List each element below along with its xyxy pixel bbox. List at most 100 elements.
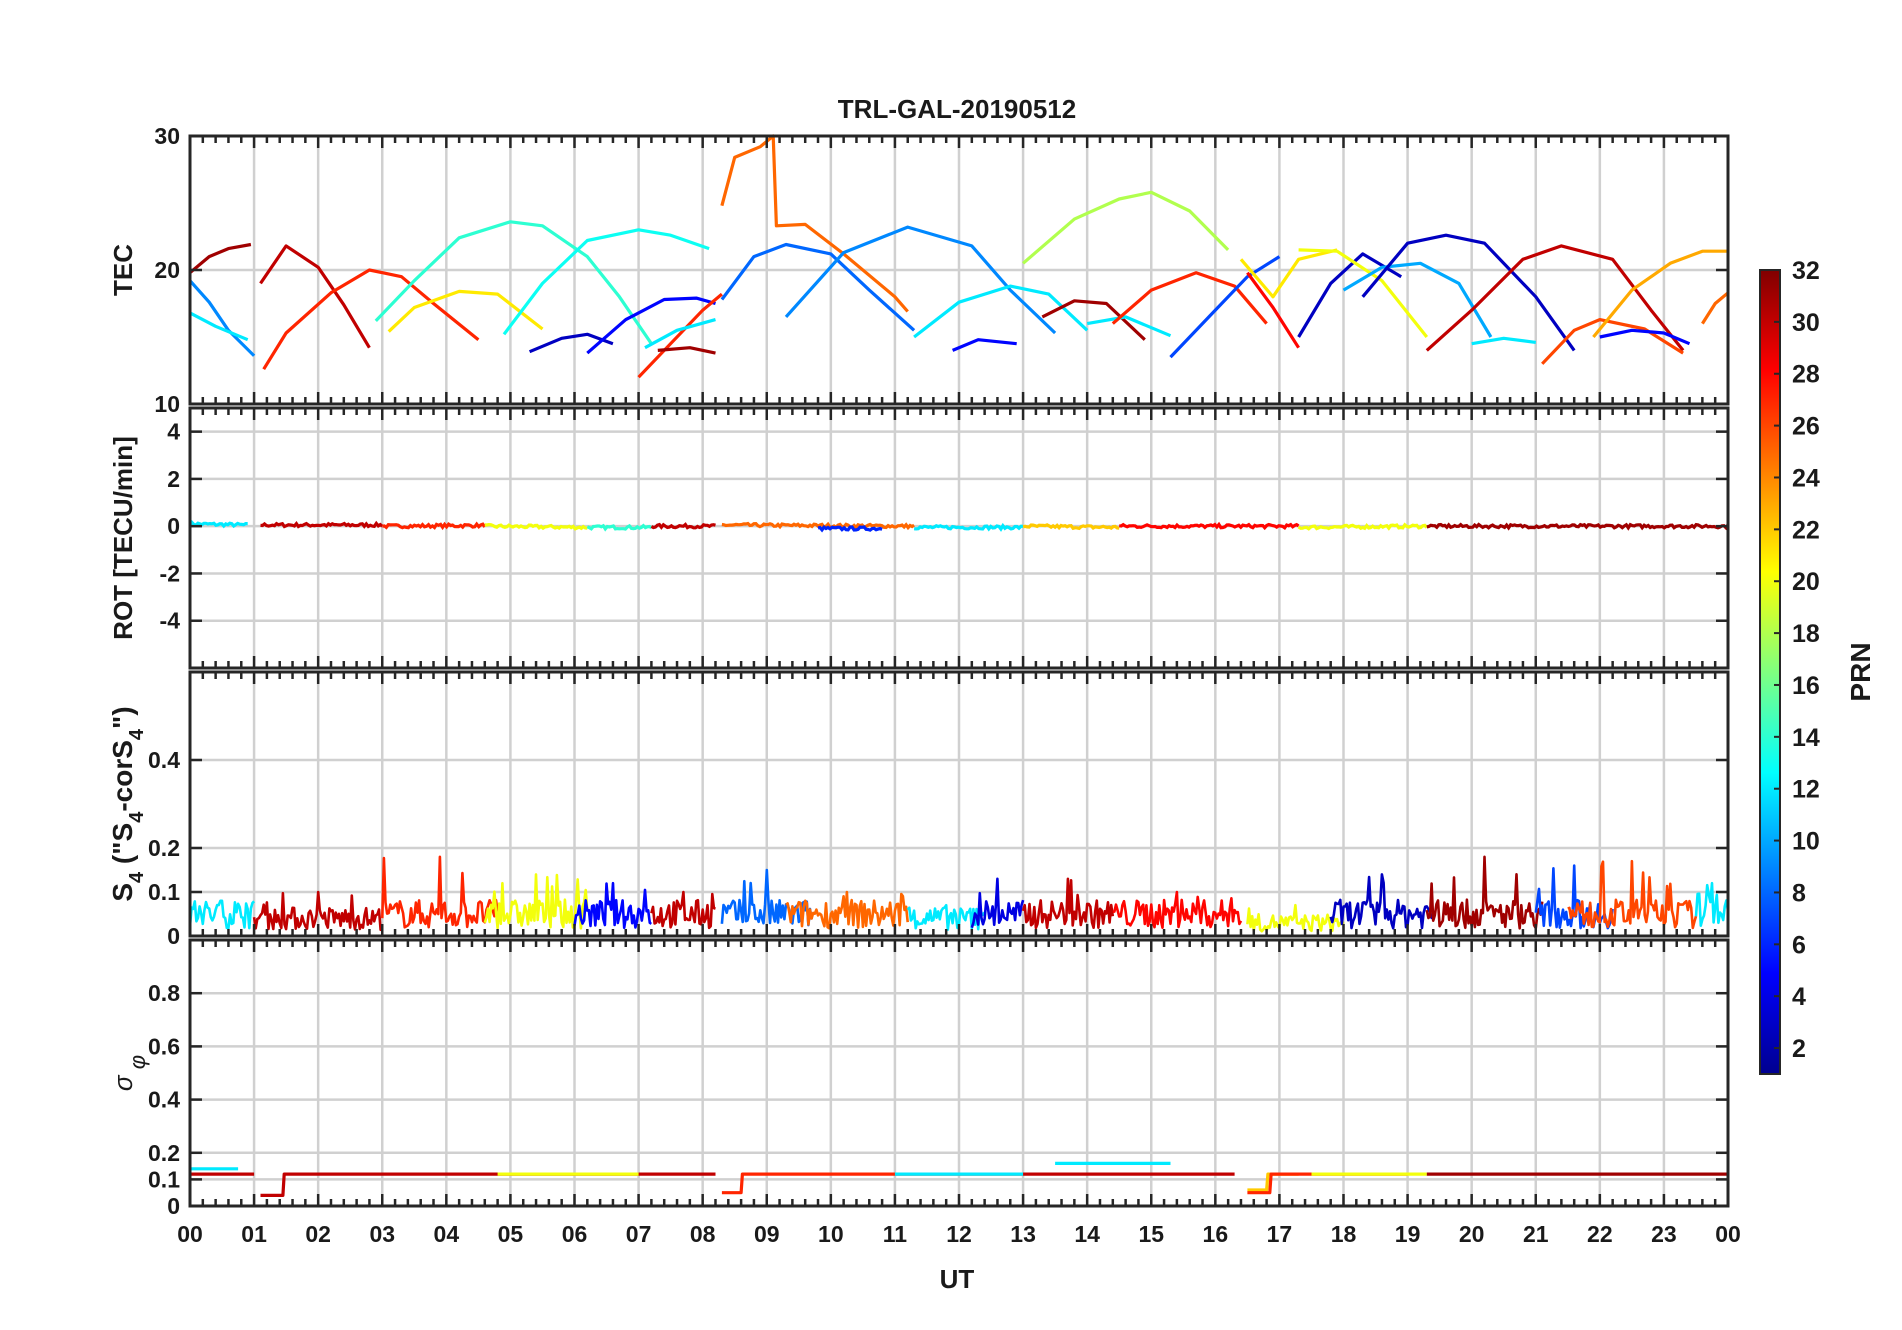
series-prn-27 [381,521,487,531]
colorbar-tick-label: 6 [1792,931,1806,959]
series-prn-27 [721,1172,1024,1195]
x-tick-label: 10 [818,1221,844,1247]
series-prn-20 [483,873,589,930]
colorbar-gradient [1759,269,1781,1075]
series-prn-31 [1426,522,1730,531]
x-tick-label: 02 [305,1221,331,1247]
series-prn-20 [1298,248,1429,338]
series-prn-12 [906,903,986,931]
series-prn-31 [657,346,716,355]
series-prn-30 [650,522,716,530]
x-tick-label: 11 [883,1221,908,1247]
x-tick-label: 08 [690,1221,716,1247]
x-tick-label: 12 [946,1221,972,1247]
series-prn-3 [1361,233,1576,352]
y-axis-label: TEC [108,244,138,296]
series-prn-31 [1041,299,1146,341]
series-prn-12 [644,318,716,350]
x-axis-label: UT [940,1264,975,1294]
series-prn-12 [1086,315,1172,338]
x-tick-label: 23 [1651,1221,1677,1247]
x-tick-label: 03 [369,1221,395,1247]
series-prn-25 [785,890,909,930]
x-tick-label: 14 [1074,1221,1100,1247]
series-prn-26 [1567,859,1698,930]
series-prn-3 [528,332,614,354]
y-tick-label: 0 [167,923,180,949]
chart-title: TRL-GAL-20190512 [838,94,1076,124]
series-prn-3 [1297,252,1403,338]
series-prn-14 [374,220,653,345]
series-prn-20 [1297,522,1428,531]
y-tick-label: 0.4 [148,1087,180,1113]
series-prn-21 [1239,248,1338,299]
series-prn-25 [1701,291,1730,325]
colorbar-label: PRN [1845,642,1876,701]
colorbar-tick-label: 16 [1792,672,1820,700]
series-prn-30 [252,890,384,932]
x-tick-label: 06 [562,1221,588,1247]
y-tick-label: 20 [154,257,180,283]
x-tick-label: 22 [1587,1221,1613,1247]
series-prn-3 [1329,873,1435,930]
colorbar-tick-label: 22 [1792,516,1820,544]
series-prn-5 [951,338,1017,352]
y-tick-label: 0.8 [148,980,180,1006]
series-prn-30 [259,244,371,349]
panel-tec: 10 20 30 TEC [108,123,1730,417]
series-prn-27 [381,855,499,929]
y-axis-label: σ φ [108,1055,150,1091]
panel-s4: 0 0.1 0.2 0.4S4 ("S4-corS4") [107,670,1730,949]
series-prn-5 [573,881,653,930]
colorbar-tick-label: 12 [1792,776,1820,804]
series-prn-31 [1425,855,1544,930]
x-tick-label: 05 [498,1221,524,1247]
series-prn-12 [188,899,256,930]
x-tick-label: 01 [241,1221,267,1247]
colorbar-tick-label: 28 [1792,361,1820,389]
series-prn-7 [1169,255,1281,359]
colorbar-tick-label: 30 [1792,309,1820,337]
series-prn-8 [720,242,916,332]
series-prn-25 [721,521,915,531]
y-axis-label: S4 ("S4-corS4") [107,706,148,901]
colorbar-tick-label: 24 [1792,464,1820,492]
series-prn-5 [1599,328,1691,346]
series-prn-12 [1471,336,1537,346]
series-prn-9 [188,279,256,357]
x-tick-label: 09 [754,1221,780,1247]
series-prn-28 [1119,521,1300,531]
y-tick-label: 10 [154,391,180,417]
series-prn-12 [1694,881,1730,927]
colorbar-tick-label: 10 [1792,828,1820,856]
y-tick-label: 0 [167,513,180,539]
series-prn-25 [720,134,909,313]
series-prn-27 [1111,271,1268,325]
x-tick-label: 17 [1267,1221,1293,1247]
y-tick-label: 4 [167,419,180,445]
colorbar-tick-label: 32 [1792,257,1820,285]
series-prn-31 [188,242,252,274]
series-prn-13 [502,228,710,336]
series-prn-12 [189,311,249,342]
series-prn-12 [914,522,1024,532]
y-tick-label: 30 [154,123,180,149]
series-prn-28 [1112,890,1243,929]
y-tick-label: 0.6 [148,1033,180,1059]
y-tick-label: 2 [167,466,180,492]
x-tick-label: 21 [1523,1221,1549,1247]
colorbar-tick-label: 18 [1792,620,1820,648]
y-tick-label: 0.2 [148,835,180,861]
panel-sigma: 00.10.2 0.4 0.6 0.8 σ φ [108,938,1730,1219]
y-tick-label: 0.1 [148,879,180,905]
x-tick-label: 00 [1715,1221,1741,1247]
series-prn-23 [1592,249,1728,339]
series-prn-21 [387,289,544,333]
x-tick-label: 18 [1331,1221,1357,1247]
y-tick-label: 0.4 [148,747,180,773]
series-prn-9 [784,225,1057,335]
y-tick-label: 0 [167,1193,180,1219]
series-prn-30 [650,890,716,930]
y-tick-label: -2 [160,560,180,586]
series-prn-20 [1246,903,1345,933]
